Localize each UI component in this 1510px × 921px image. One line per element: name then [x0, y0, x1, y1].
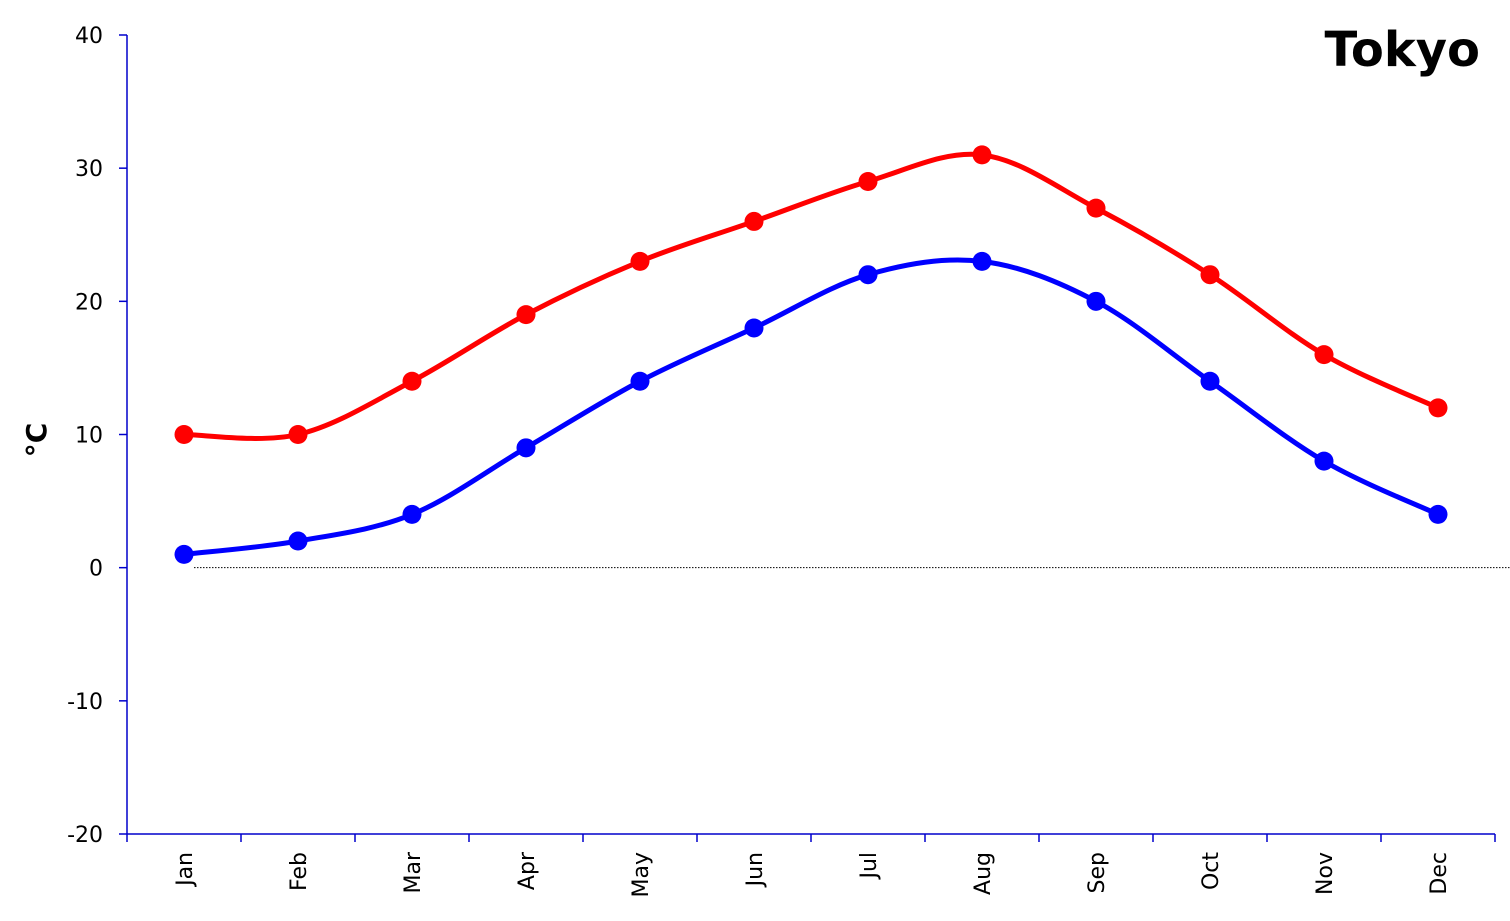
series-1-point-sep — [1086, 291, 1106, 311]
series-0-point-aug — [972, 145, 992, 165]
tick-labels: 40 30 20 10 0 -10 -20 Jan Feb Mar Apr May Jun Jul Aug S… — [67, 24, 1452, 897]
series-1-point-dec — [1428, 504, 1448, 524]
series-0-point-jun — [744, 211, 764, 231]
x-tick-label: May — [629, 852, 654, 897]
x-tick-label: Jan — [173, 852, 198, 888]
y-tick-label: 40 — [75, 24, 103, 49]
x-tick-label: Aug — [971, 852, 996, 895]
series-0-point-may — [630, 251, 650, 271]
series-0-point-dec — [1428, 398, 1448, 418]
series-0-point-oct — [1200, 265, 1220, 285]
series-0-point-feb — [288, 425, 308, 444]
series-0-line — [181, 151, 1441, 441]
x-tick-label: Apr — [515, 851, 540, 890]
x-tick-label: Jun — [743, 852, 768, 888]
x-tick-label: Mar — [401, 851, 426, 893]
series-0-point-sep — [1086, 198, 1106, 218]
series-1-point-oct — [1200, 371, 1220, 391]
series-0-point-jul — [858, 171, 878, 191]
series-1-point-aug — [972, 251, 992, 271]
y-tick-label: -20 — [67, 823, 103, 848]
series-1-point-apr — [516, 438, 536, 458]
chart-title: Tokyo — [1324, 22, 1480, 78]
y-axis-label: °C — [20, 423, 53, 458]
x-tick-label: Jul — [857, 852, 882, 881]
x-tick-label: Oct — [1199, 852, 1224, 890]
x-tick-label: Nov — [1313, 852, 1338, 895]
series-1-point-may — [630, 371, 650, 391]
series-1-point-jun — [744, 318, 764, 338]
series-1-point-mar — [402, 504, 422, 524]
axes — [119, 34, 1510, 842]
y-tick-label: 20 — [75, 290, 103, 315]
series-1-point-jul — [858, 265, 878, 285]
x-tick-label: Sep — [1085, 852, 1110, 893]
series-0-point-apr — [516, 305, 536, 325]
x-tick-label: Feb — [287, 852, 312, 891]
y-tick-label: 0 — [89, 557, 103, 582]
series-0-point-mar — [402, 371, 422, 391]
series-1-point-nov — [1314, 451, 1334, 471]
series-points — [174, 145, 1448, 564]
x-tick-label: Dec — [1427, 852, 1452, 895]
y-tick-label: -10 — [67, 690, 103, 715]
y-tick-label: 30 — [75, 157, 103, 182]
series-lines — [181, 151, 1441, 557]
y-tick-label: 10 — [75, 424, 103, 449]
series-0-point-jan — [174, 425, 194, 444]
series-1-point-jan — [174, 544, 194, 564]
series-1-point-feb — [288, 531, 308, 551]
series-0-point-nov — [1314, 345, 1334, 365]
